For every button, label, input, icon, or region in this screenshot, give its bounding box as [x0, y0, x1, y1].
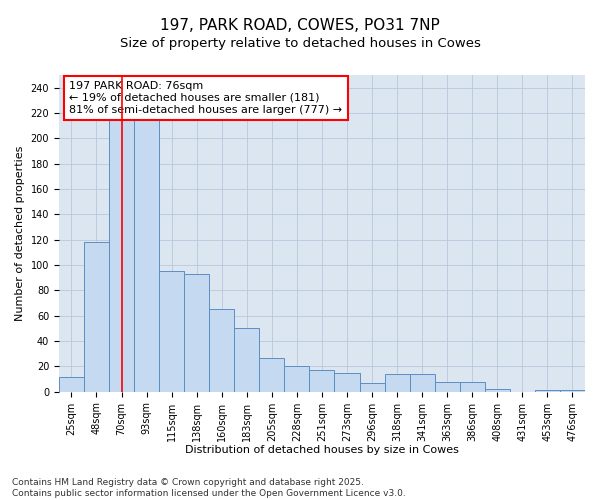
Bar: [109, 103, 134, 392]
Bar: [84, 242, 109, 392]
Bar: [485, 389, 510, 392]
Bar: [434, 382, 460, 392]
Bar: [560, 390, 585, 392]
Y-axis label: Number of detached properties: Number of detached properties: [15, 146, 25, 321]
Bar: [134, 113, 159, 392]
Bar: [535, 390, 560, 392]
Text: 197 PARK ROAD: 76sqm
← 19% of detached houses are smaller (181)
81% of semi-deta: 197 PARK ROAD: 76sqm ← 19% of detached h…: [70, 82, 343, 114]
Bar: [385, 374, 410, 392]
Bar: [460, 382, 485, 392]
Bar: [184, 274, 209, 392]
Text: Contains HM Land Registry data © Crown copyright and database right 2025.
Contai: Contains HM Land Registry data © Crown c…: [12, 478, 406, 498]
Bar: [284, 366, 310, 392]
Bar: [209, 310, 234, 392]
Text: Size of property relative to detached houses in Cowes: Size of property relative to detached ho…: [119, 38, 481, 51]
Bar: [359, 383, 385, 392]
Text: 197, PARK ROAD, COWES, PO31 7NP: 197, PARK ROAD, COWES, PO31 7NP: [160, 18, 440, 32]
Bar: [159, 272, 184, 392]
Bar: [234, 328, 259, 392]
Bar: [410, 374, 434, 392]
Bar: [59, 376, 84, 392]
Bar: [310, 370, 334, 392]
Bar: [334, 372, 359, 392]
Bar: [259, 358, 284, 392]
X-axis label: Distribution of detached houses by size in Cowes: Distribution of detached houses by size …: [185, 445, 459, 455]
